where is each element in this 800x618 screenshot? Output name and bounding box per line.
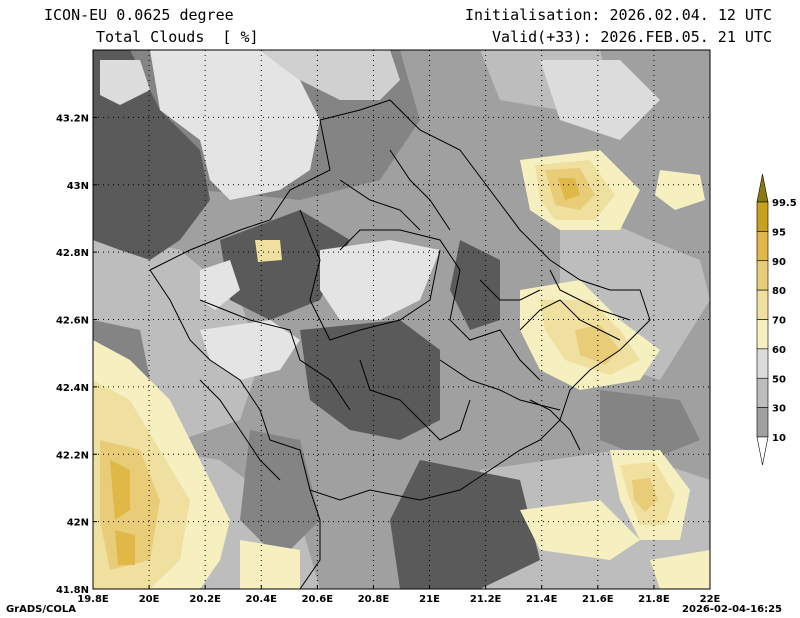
lon-tick-label: 19.8E [77,594,109,605]
lat-tick-label: 42.8N [56,248,89,259]
legend-level-label: 60 [772,345,786,356]
legend-level-label: 99.5 [772,198,797,209]
initialisation-time: Initialisation: 2026.02.04. 12 UTC [464,6,772,24]
lat-tick-label: 43.2N [56,113,89,124]
legend-swatch [756,289,769,320]
lon-tick-label: 21E [419,594,440,605]
software-credit: GrADS/COLA [6,604,76,615]
border-lines [149,99,651,589]
legend-swatch [756,407,769,438]
lon-tick-label: 20E [139,594,160,605]
lon-tick-label: 21.4E [526,594,558,605]
legend-level-label: 70 [772,316,786,327]
render-timestamp: 2026-02-04-16:25 [682,604,782,615]
cloud-fields [93,50,710,589]
lat-tick-label: 42.4N [56,383,89,394]
legend-level-label: 90 [772,257,786,268]
legend-level-label: 80 [772,286,786,297]
lat-tick-label: 42N [67,518,89,529]
longitude-labels: 19.8E 20E 20.2E 20.4E 20.6E 20.8E 21E 21.2E 21.4… [77,585,721,605]
legend-swatch [756,231,769,262]
lat-tick-label: 42.2N [56,450,89,461]
lon-tick-label: 22E [700,594,721,605]
lat-tick-label: 41.8N [56,585,89,596]
legend-swatch [756,260,769,291]
legend-swatch [756,348,769,379]
valid-time: Valid(+33): 2026.FEB.05. 21 UTC [492,28,772,46]
legend-over-arrow [756,173,769,203]
lon-tick-label: 20.6E [302,594,334,605]
lon-tick-label: 20.2E [189,594,221,605]
model-title: ICON-EU 0.0625 degree [44,6,234,24]
legend-level-label: 30 [772,404,786,415]
legend-swatch [756,377,769,408]
legend-level-label: 95 [772,227,786,238]
lon-tick-label: 21.2E [470,594,502,605]
legend-swatch [756,201,769,232]
lon-tick-label: 20.4E [246,594,278,605]
lon-tick-label: 20.8E [358,594,390,605]
lat-tick-label: 43N [67,181,89,192]
color-legend: 99.5 95 90 80 70 60 50 30 10 [756,173,797,466]
legend-level-label: 10 [772,433,786,444]
lon-tick-label: 21.6E [582,594,614,605]
lon-tick-label: 21.8E [638,594,670,605]
lat-tick-label: 42.6N [56,316,89,327]
latitude-labels: 43.2N 43N 42.8N 42.6N 42.4N 42.2N 42N 41.8N [56,113,97,596]
legend-under-arrow [756,436,769,466]
variable-title: Total Clouds [ %] [96,28,259,46]
legend-swatch [756,319,769,350]
legend-level-label: 50 [772,374,786,385]
